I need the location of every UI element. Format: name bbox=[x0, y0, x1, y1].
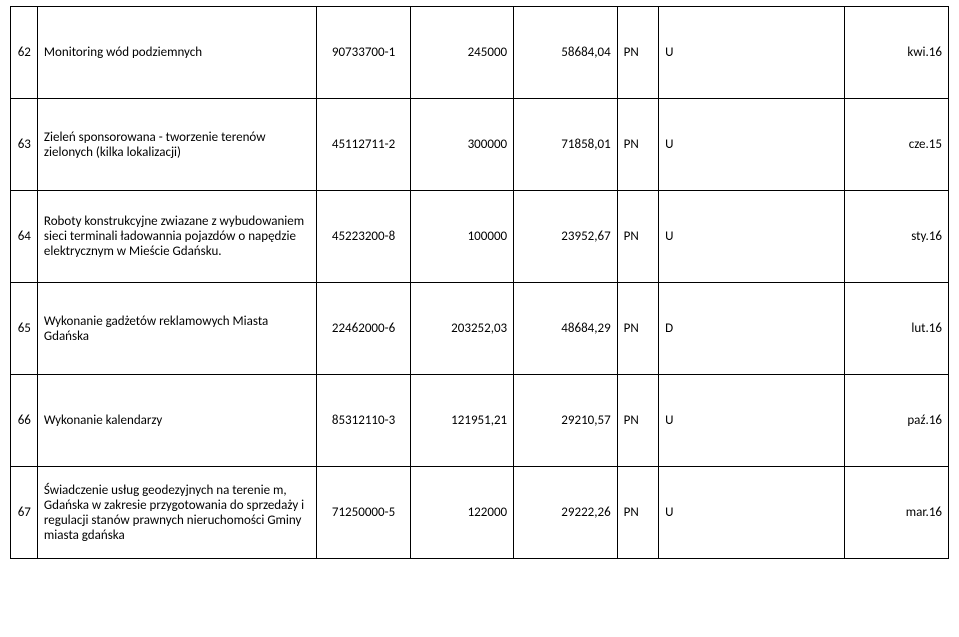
cell-v1: 121951,21 bbox=[410, 375, 514, 467]
cell-mode: U bbox=[659, 467, 845, 559]
cell-pn: PN bbox=[617, 283, 658, 375]
table-body: 62 Monitoring wód podziemnych 90733700-1… bbox=[11, 7, 949, 559]
cell-mode: U bbox=[659, 7, 845, 99]
cell-desc: Roboty konstrukcyjne zwiazane z wybudowa… bbox=[37, 191, 317, 283]
cell-desc: Monitoring wód podziemnych bbox=[37, 7, 317, 99]
cell-v1: 100000 bbox=[410, 191, 514, 283]
table-row: 67 Świadczenie usług geodezyjnych na ter… bbox=[11, 467, 949, 559]
cell-pn: PN bbox=[617, 7, 658, 99]
cell-v1: 203252,03 bbox=[410, 283, 514, 375]
cell-code: 71250000-5 bbox=[317, 467, 410, 559]
cell-pn: PN bbox=[617, 99, 658, 191]
cell-code: 22462000-6 bbox=[317, 283, 410, 375]
cell-pn: PN bbox=[617, 191, 658, 283]
cell-idx: 67 bbox=[11, 467, 38, 559]
cell-desc: Wykonanie gadżetów reklamowych Miasta Gd… bbox=[37, 283, 317, 375]
cell-idx: 64 bbox=[11, 191, 38, 283]
table-row: 63 Zieleń sponsorowana - tworzenie teren… bbox=[11, 99, 949, 191]
table-row: 65 Wykonanie gadżetów reklamowych Miasta… bbox=[11, 283, 949, 375]
cell-v2: 29210,57 bbox=[514, 375, 618, 467]
cell-code: 85312110-3 bbox=[317, 375, 410, 467]
cell-desc: Wykonanie kalendarzy bbox=[37, 375, 317, 467]
cell-desc: Świadczenie usług geodezyjnych na tereni… bbox=[37, 467, 317, 559]
table-row: 66 Wykonanie kalendarzy 85312110-3 12195… bbox=[11, 375, 949, 467]
cell-date: kwi.16 bbox=[845, 7, 949, 99]
cell-idx: 65 bbox=[11, 283, 38, 375]
cell-mode: U bbox=[659, 191, 845, 283]
table-row: 64 Roboty konstrukcyjne zwiazane z wybud… bbox=[11, 191, 949, 283]
cell-pn: PN bbox=[617, 375, 658, 467]
cell-code: 45112711-2 bbox=[317, 99, 410, 191]
cell-date: lut.16 bbox=[845, 283, 949, 375]
table-row: 62 Monitoring wód podziemnych 90733700-1… bbox=[11, 7, 949, 99]
cell-date: cze.15 bbox=[845, 99, 949, 191]
cell-pn: PN bbox=[617, 467, 658, 559]
cell-v2: 29222,26 bbox=[514, 467, 618, 559]
cell-mode: U bbox=[659, 375, 845, 467]
cell-code: 45223200-8 bbox=[317, 191, 410, 283]
cell-v1: 300000 bbox=[410, 99, 514, 191]
cell-mode: U bbox=[659, 99, 845, 191]
cell-date: paź.16 bbox=[845, 375, 949, 467]
cell-idx: 63 bbox=[11, 99, 38, 191]
cell-mode: D bbox=[659, 283, 845, 375]
cell-v2: 48684,29 bbox=[514, 283, 618, 375]
cell-v2: 71858,01 bbox=[514, 99, 618, 191]
cell-v2: 58684,04 bbox=[514, 7, 618, 99]
data-table: 62 Monitoring wód podziemnych 90733700-1… bbox=[10, 6, 949, 559]
cell-date: mar.16 bbox=[845, 467, 949, 559]
cell-v1: 245000 bbox=[410, 7, 514, 99]
cell-v2: 23952,67 bbox=[514, 191, 618, 283]
cell-date: sty.16 bbox=[845, 191, 949, 283]
cell-desc: Zieleń sponsorowana - tworzenie terenów … bbox=[37, 99, 317, 191]
cell-idx: 62 bbox=[11, 7, 38, 99]
cell-v1: 122000 bbox=[410, 467, 514, 559]
cell-code: 90733700-1 bbox=[317, 7, 410, 99]
cell-idx: 66 bbox=[11, 375, 38, 467]
